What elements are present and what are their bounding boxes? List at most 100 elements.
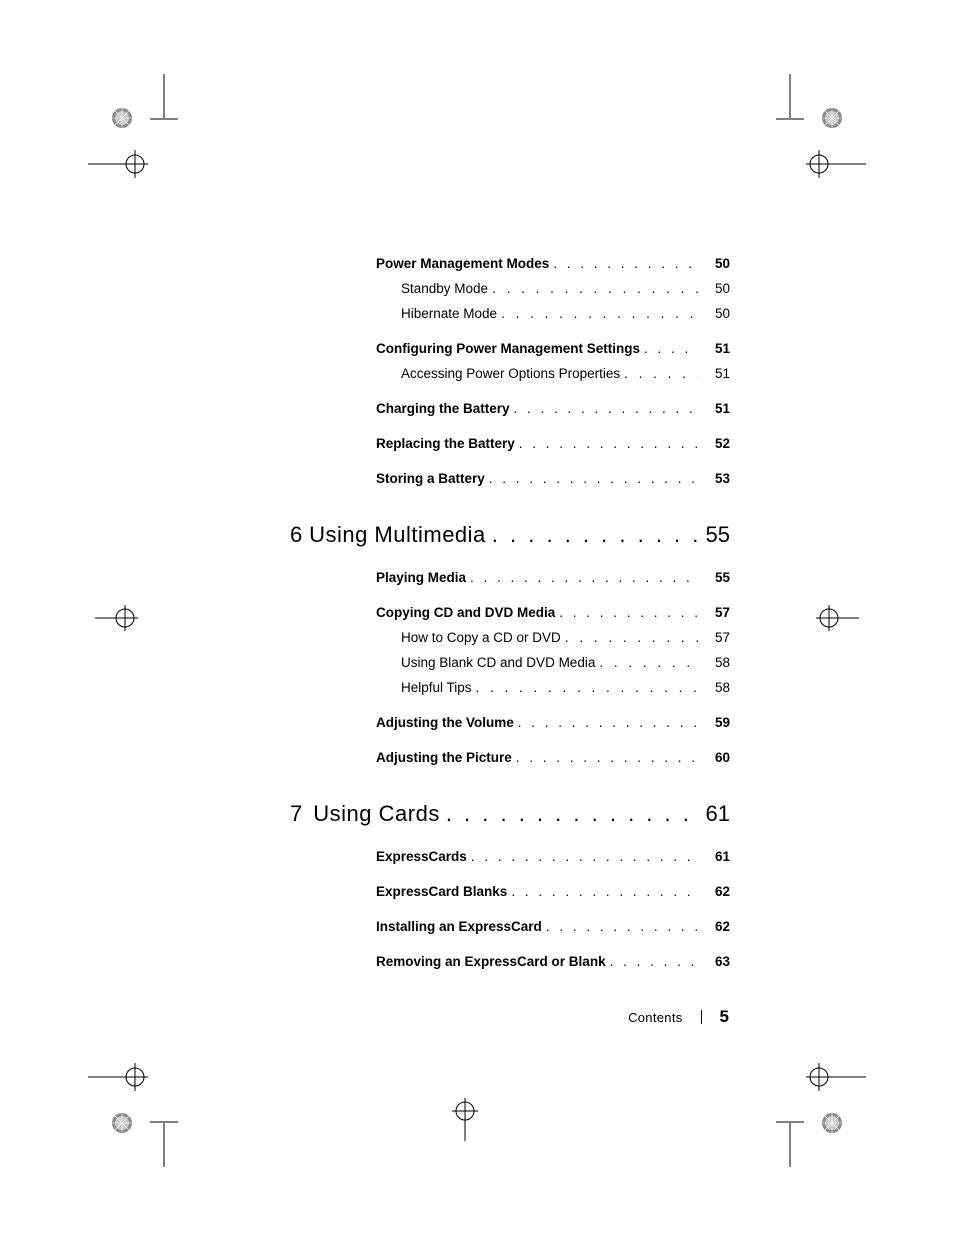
crop-mark-bottom-left bbox=[88, 1037, 198, 1167]
toc-heading: Playing Media 55 bbox=[290, 570, 730, 585]
toc-entry-page: 61 bbox=[702, 849, 730, 864]
toc-heading: Copying CD and DVD Media 57 bbox=[290, 605, 730, 620]
page-footer: Contents 5 bbox=[0, 1007, 954, 1027]
toc-heading: Power Management Modes 50 bbox=[290, 256, 730, 271]
toc-heading: Charging the Battery51 bbox=[290, 401, 730, 416]
toc-leader bbox=[511, 884, 698, 899]
crop-mark-bottom-right bbox=[756, 1037, 866, 1167]
toc-entry-page: 52 bbox=[702, 436, 730, 451]
toc-entry-page: 50 bbox=[702, 306, 730, 321]
footer-page-number: 5 bbox=[720, 1007, 729, 1027]
toc-entry-page: 53 bbox=[702, 471, 730, 486]
crop-mark-top-left bbox=[88, 74, 198, 204]
toc-block: Power Management Modes50Standby Mode50Hi… bbox=[290, 256, 730, 486]
toc-entry-label: Adjusting the Volume bbox=[376, 715, 514, 730]
toc-block: ExpressCards61ExpressCard Blanks62Instal… bbox=[290, 849, 730, 969]
toc-subitem: How to Copy a CD or DVD 57 bbox=[290, 630, 730, 645]
footer-separator bbox=[701, 1010, 702, 1024]
toc-leader bbox=[514, 401, 698, 416]
toc-leader bbox=[644, 341, 698, 356]
toc-entry-label: Replacing the Battery bbox=[376, 436, 515, 451]
toc-entry-page: 62 bbox=[702, 884, 730, 899]
toc-entry-label: Configuring Power Management Settings bbox=[376, 341, 640, 356]
toc-leader bbox=[518, 715, 698, 730]
toc-heading: ExpressCard Blanks 62 bbox=[290, 884, 730, 899]
toc-chapter: 7Using Cards 61 bbox=[290, 801, 730, 827]
toc-heading: Adjusting the Volume 59 bbox=[290, 715, 730, 730]
toc-entry-page: 57 bbox=[702, 630, 730, 645]
toc-entry-page: 51 bbox=[702, 401, 730, 416]
registration-mark-left bbox=[95, 598, 145, 638]
toc-entry-page: 60 bbox=[702, 750, 730, 765]
toc-entry-label: Copying CD and DVD Media bbox=[376, 605, 555, 620]
toc-subitem: Using Blank CD and DVD Media 58 bbox=[290, 655, 730, 670]
toc-leader bbox=[559, 605, 698, 620]
toc-heading: Installing an ExpressCard 62 bbox=[290, 919, 730, 934]
crop-mark-top-right bbox=[756, 74, 866, 204]
toc-entry-label: How to Copy a CD or DVD bbox=[401, 630, 561, 645]
toc-subitem: Helpful Tips 58 bbox=[290, 680, 730, 695]
toc-entry-page: 62 bbox=[702, 919, 730, 934]
toc-subitem: Hibernate Mode 50 bbox=[290, 306, 730, 321]
toc-entry-page: 63 bbox=[702, 954, 730, 969]
page: { "footer": { "label": "Contents", "page… bbox=[0, 0, 954, 1235]
toc-subitem: Standby Mode 50 bbox=[290, 281, 730, 296]
toc-chapter-number: 6 bbox=[290, 522, 309, 548]
toc-heading: Storing a Battery 53 bbox=[290, 471, 730, 486]
toc-entry-label: ExpressCard Blanks bbox=[376, 884, 507, 899]
toc-leader bbox=[546, 919, 698, 934]
toc-entry-page: 58 bbox=[702, 655, 730, 670]
toc-leader bbox=[516, 750, 698, 765]
toc-leader bbox=[565, 630, 698, 645]
toc-entry-page: 50 bbox=[702, 256, 730, 271]
toc-entry-label: Removing an ExpressCard or Blank bbox=[376, 954, 606, 969]
toc-leader bbox=[553, 256, 698, 271]
toc-leader bbox=[476, 680, 698, 695]
toc-entry-label: ExpressCards bbox=[376, 849, 467, 864]
toc-leader bbox=[624, 366, 698, 381]
registration-mark-right bbox=[809, 598, 859, 638]
toc-entry-page: 50 bbox=[702, 281, 730, 296]
toc-leader bbox=[471, 849, 698, 864]
toc-chapter-title: Using Cards bbox=[313, 801, 440, 827]
toc-leader bbox=[501, 306, 698, 321]
toc-heading: ExpressCards 61 bbox=[290, 849, 730, 864]
toc-entry-label: Installing an ExpressCard bbox=[376, 919, 542, 934]
toc-leader bbox=[492, 522, 700, 548]
toc-entry-label: Adjusting the Picture bbox=[376, 750, 512, 765]
toc-leader bbox=[599, 655, 698, 670]
toc-entry-page: 59 bbox=[702, 715, 730, 730]
toc-entry-page: 51 bbox=[702, 366, 730, 381]
toc-chapter: 6Using Multimedia 55 bbox=[290, 522, 730, 548]
footer-label: Contents bbox=[628, 1010, 682, 1025]
toc-entry-label: Helpful Tips bbox=[401, 680, 472, 695]
toc-entry-label: Power Management Modes bbox=[376, 256, 549, 271]
toc-entry-label: Accessing Power Options Properties bbox=[401, 366, 620, 381]
toc-chapter-title: Using Multimedia bbox=[309, 522, 486, 548]
toc-entry-page: 58 bbox=[702, 680, 730, 695]
toc-entry-label: Hibernate Mode bbox=[401, 306, 497, 321]
toc-leader bbox=[470, 570, 698, 585]
toc-heading: Removing an ExpressCard or Blank 63 bbox=[290, 954, 730, 969]
toc-entry-label: Using Blank CD and DVD Media bbox=[401, 655, 595, 670]
toc-chapter-page: 61 bbox=[706, 801, 730, 827]
toc-entry-page: 57 bbox=[702, 605, 730, 620]
toc-heading: Configuring Power Management Settings51 bbox=[290, 341, 730, 356]
toc-leader bbox=[610, 954, 698, 969]
toc-entry-label: Storing a Battery bbox=[376, 471, 485, 486]
table-of-contents: Power Management Modes50Standby Mode50Hi… bbox=[290, 256, 730, 1005]
toc-heading: Adjusting the Picture 60 bbox=[290, 750, 730, 765]
toc-chapter-number: 7 bbox=[290, 801, 313, 827]
toc-entry-label: Playing Media bbox=[376, 570, 466, 585]
toc-leader bbox=[492, 281, 698, 296]
toc-entry-page: 55 bbox=[702, 570, 730, 585]
toc-block: Playing Media 55 Copying CD and DVD Media 5… bbox=[290, 570, 730, 765]
toc-heading: Replacing the Battery 52 bbox=[290, 436, 730, 451]
toc-subitem: Accessing Power Options Properties 51 bbox=[290, 366, 730, 381]
toc-leader bbox=[489, 471, 698, 486]
registration-mark-bottom bbox=[445, 1091, 485, 1141]
toc-leader bbox=[446, 801, 700, 827]
toc-leader bbox=[519, 436, 698, 451]
toc-chapter-page: 55 bbox=[706, 522, 730, 548]
toc-entry-label: Standby Mode bbox=[401, 281, 488, 296]
